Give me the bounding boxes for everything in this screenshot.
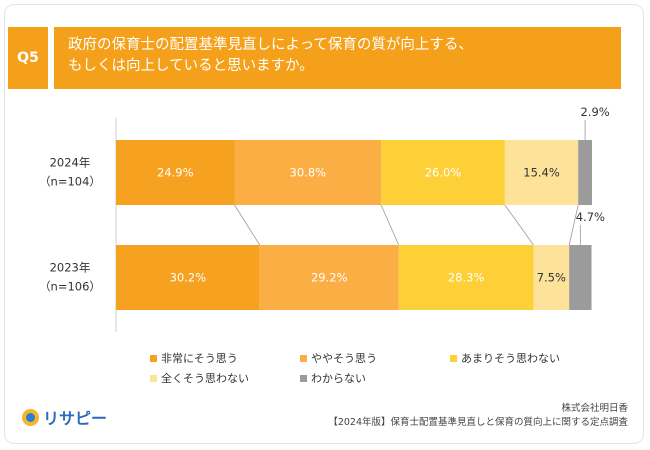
source-company: 株式会社明日香 <box>561 403 628 414</box>
source-note: 株式会社明日香 【2024年版】保育士配置基準見直しと保育の質向上に関する定点調… <box>328 402 628 430</box>
data-label-1-3: 7.5% <box>537 271 566 285</box>
bar-segment-1-2 <box>398 245 534 310</box>
data-label-1-2: 28.3% <box>448 271 485 285</box>
legend-item: あまりそう思わない <box>450 350 560 366</box>
data-label-0-0: 24.9% <box>157 166 194 180</box>
logo-mark-icon <box>22 408 39 426</box>
legend-swatch <box>150 374 157 382</box>
bar-segment-0-3 <box>504 140 579 205</box>
question-box: 政府の保育士の配置基準見直しによって保育の質が向上する、 もしくは向上していると… <box>54 27 621 89</box>
bar-segment-1-0 <box>116 245 260 310</box>
bar-segment-0-2 <box>381 140 505 205</box>
legend-label: 全くそう思わない <box>161 372 249 385</box>
connector-line-2 <box>504 204 534 246</box>
category-label-year: 2023年 <box>50 261 91 275</box>
question-badge: Q5 <box>8 27 48 89</box>
legend-item: ややそう思う <box>300 350 377 366</box>
legend-label: ややそう思う <box>311 352 377 365</box>
legend-swatch <box>450 354 457 362</box>
legend-label: わからない <box>311 372 366 385</box>
connector-line-3 <box>568 204 579 246</box>
data-label-0-1: 30.8% <box>290 166 327 180</box>
bar-segment-1-3 <box>533 245 570 310</box>
category-label-year: 2024年 <box>50 156 91 170</box>
legend-swatch <box>300 354 307 362</box>
legend-label: 非常にそう思う <box>161 352 238 365</box>
legend-swatch <box>150 354 157 362</box>
category-label-n: （n=106） <box>39 280 101 294</box>
logo-text: リサピー <box>43 409 108 428</box>
question-line-2: もしくは向上していると思いますか。 <box>68 58 314 74</box>
bar-segment-0-1 <box>234 140 382 205</box>
question-line-1: 政府の保育士の配置基準見直しによって保育の質が向上する、 <box>68 37 473 53</box>
data-label-0-2: 26.0% <box>425 166 462 180</box>
data-label-1-0: 30.2% <box>170 271 207 285</box>
data-label-0-3: 15.4% <box>523 166 560 180</box>
data-label-1-4: 4.7% <box>576 210 605 224</box>
bar-segment-0-4 <box>578 140 592 205</box>
source-title: 【2024年版】保育士配置基準見直しと保育の質向上に関する定点調査 <box>328 417 628 428</box>
legend-item: わからない <box>300 370 366 386</box>
bar-segment-1-4 <box>569 245 592 310</box>
category-label-n: （n=104） <box>39 175 101 189</box>
risapi-logo: リサピー <box>22 405 107 429</box>
connector-line-0 <box>234 204 261 246</box>
data-label-0-4: 2.9% <box>580 105 609 119</box>
legend-label: あまりそう思わない <box>461 352 560 365</box>
connector-line-1 <box>380 204 400 246</box>
data-label-1-1: 29.2% <box>311 271 348 285</box>
legend-swatch <box>300 374 307 382</box>
bar-segment-0-0 <box>116 140 235 205</box>
bar-segment-1-1 <box>259 245 399 310</box>
legend-item: 非常にそう思う <box>150 350 238 366</box>
legend-item: 全くそう思わない <box>150 370 249 386</box>
